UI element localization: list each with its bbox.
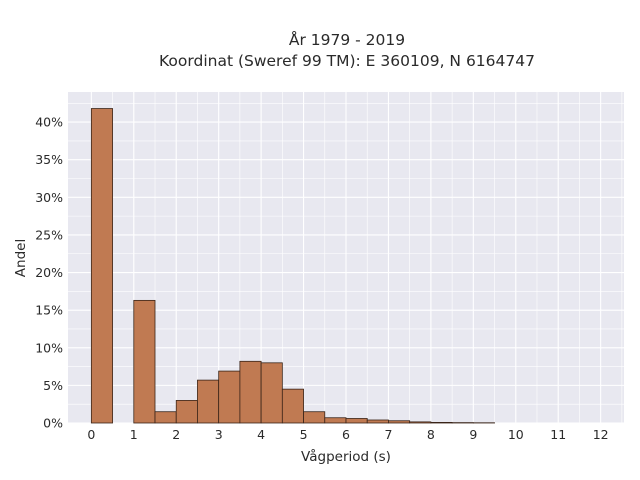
- histogram-bar: [239, 360, 262, 424]
- bars: [90, 108, 495, 424]
- y-tick-label: 0%: [43, 416, 63, 431]
- y-tick-label: 35%: [35, 152, 63, 167]
- histogram-bar: [154, 411, 177, 424]
- x-tick-label: 11: [550, 427, 566, 442]
- y-tick-label: 20%: [35, 265, 63, 280]
- histogram-bar: [260, 362, 283, 424]
- x-tick-label: 0: [87, 427, 95, 442]
- histogram-bar: [409, 421, 432, 424]
- histogram-bar: [218, 370, 241, 424]
- histogram-bar: [90, 108, 113, 424]
- y-tick-labels: 0% 5% 10% 15% 20% 25% 30% 35% 40%: [35, 115, 63, 431]
- x-tick-label: 12: [593, 427, 609, 442]
- y-tick-label: 40%: [35, 115, 63, 130]
- x-tick-label: 4: [257, 427, 265, 442]
- histogram-bar: [345, 418, 368, 424]
- histogram-bar: [133, 299, 156, 424]
- y-tick-label: 5%: [43, 378, 63, 393]
- histogram-bar: [366, 419, 389, 424]
- histogram-bar: [303, 411, 326, 424]
- histogram-bar: [175, 400, 198, 424]
- x-tick-label: 6: [342, 427, 350, 442]
- y-tick-label: 25%: [35, 227, 63, 242]
- grid-lines: [68, 92, 624, 424]
- histogram-bar: [388, 420, 411, 424]
- x-tick-labels: 0 1 2 3 4 5 6 7 8 9 10 11 12: [87, 427, 608, 442]
- y-tick-label: 30%: [35, 190, 63, 205]
- x-tick-label: 8: [427, 427, 435, 442]
- x-tick-label: 1: [130, 427, 138, 442]
- histogram-bar: [324, 417, 347, 424]
- x-tick-label: 10: [508, 427, 524, 442]
- y-axis-label: Andel: [13, 239, 29, 277]
- chart-title-line-2: Koordinat (Sweref 99 TM): E 360109, N 61…: [159, 52, 535, 70]
- chart-title-line-1: År 1979 - 2019: [289, 30, 405, 49]
- x-axis-label: Vågperiod (s): [301, 448, 391, 465]
- histogram-bar: [197, 379, 220, 424]
- histogram-bar: [281, 388, 304, 424]
- y-tick-label: 10%: [35, 340, 63, 355]
- x-tick-label: 7: [384, 427, 392, 442]
- x-tick-label: 9: [469, 427, 477, 442]
- x-tick-label: 2: [172, 427, 180, 442]
- y-tick-label: 15%: [35, 303, 63, 318]
- histogram-bar: [430, 421, 453, 424]
- x-tick-label: 5: [300, 427, 308, 442]
- x-tick-label: 3: [215, 427, 223, 442]
